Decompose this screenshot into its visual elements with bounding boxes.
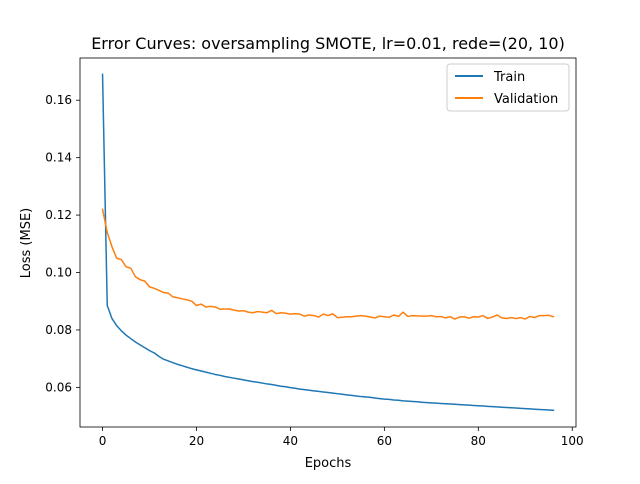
legend-label-train: Train [493,70,525,85]
series-line-validation [101,208,555,320]
y-axis-label: Loss (MSE) [19,208,34,278]
legend-label-validation: Validation [494,92,558,107]
x-tick-label: 100 [561,434,584,448]
chart-title: Error Curves: oversampling SMOTE, lr=0.0… [91,34,565,53]
y-tick-label: 0.14 [45,151,72,165]
axes-layer: 0 20 40 60 80 100 0.06 0.08 0.10 0.12 0.14 0.16 [45,57,584,448]
legend: Train Validation [446,63,570,112]
series-line-train [101,73,555,412]
y-tick-label: 0.12 [45,208,72,222]
x-axis-label: Epochs [305,456,352,471]
y-tick-label: 0.10 [45,266,72,280]
y-tick-label: 0.08 [45,323,72,337]
y-tick-label: 0.16 [45,93,72,107]
x-tick-label: 0 [99,434,107,448]
x-tick-label: 20 [189,434,204,448]
series-layer [101,73,555,412]
x-tick-label: 40 [283,434,298,448]
x-tick-label: 60 [377,434,392,448]
plot-frame [79,57,577,428]
x-tick-label: 80 [471,434,486,448]
y-tick-label: 0.06 [45,380,72,394]
